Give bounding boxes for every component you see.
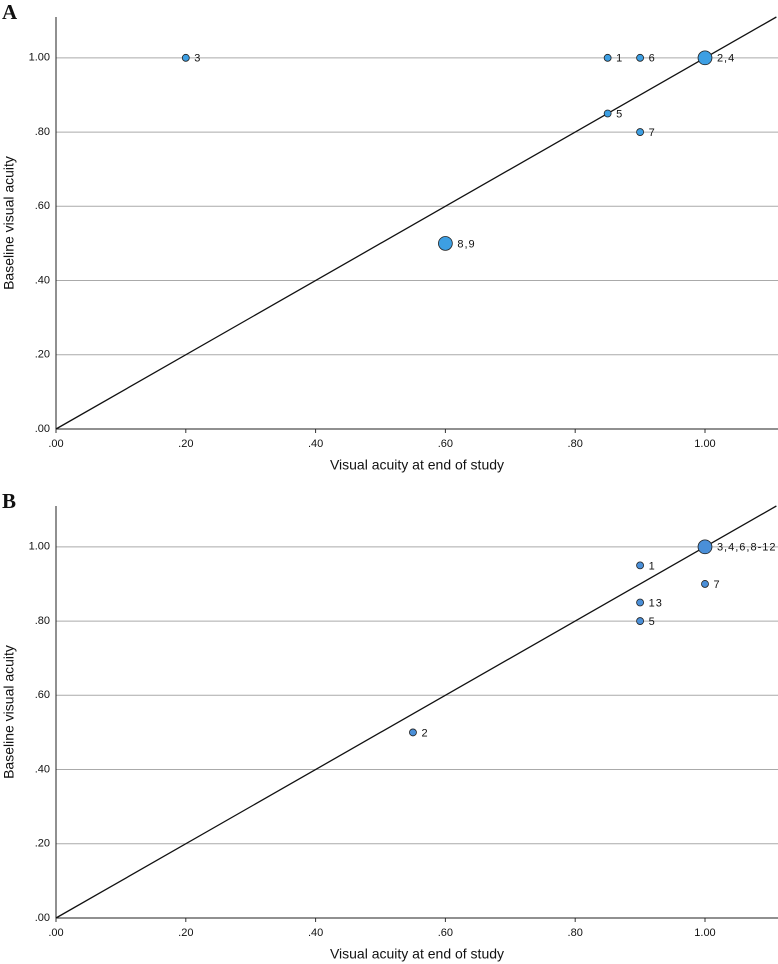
x-tick-label: 1.00: [694, 438, 715, 450]
point: [697, 50, 713, 66]
point-label: 13: [649, 597, 663, 609]
point-label: 6: [649, 53, 656, 65]
x-tick-label: .00: [48, 438, 63, 450]
point-label: 7: [713, 579, 720, 591]
point-label: 3: [194, 53, 201, 65]
point: [636, 598, 644, 607]
x-tick-label: .60: [438, 927, 453, 939]
y-tick-label: 1.00: [29, 52, 50, 64]
y-tick-label: .40: [35, 763, 50, 775]
y-axis-title: Baseline visual acuity: [1, 156, 17, 290]
point-label: 8,9: [457, 238, 475, 250]
point: [438, 236, 453, 251]
point: [636, 128, 644, 136]
x-tick-label: .80: [568, 438, 583, 450]
point: [636, 617, 644, 625]
point-label: 1: [616, 53, 623, 65]
y-tick-label: .00: [35, 912, 50, 924]
point-label: 2: [421, 727, 428, 739]
x-tick-label: .80: [568, 927, 583, 939]
point-label: 2,4: [717, 53, 735, 65]
point-label: 5: [649, 616, 656, 628]
x-axis-title: Visual acuity at end of study: [330, 457, 504, 473]
point: [181, 53, 190, 62]
reference-line: [55, 505, 777, 919]
point: [409, 728, 417, 737]
y-tick-label: .80: [35, 126, 50, 138]
y-tick-label: .80: [35, 615, 50, 627]
point: [603, 109, 612, 118]
x-axis-title: Visual acuity at end of study: [330, 946, 504, 962]
x-tick-label: .00: [48, 927, 63, 939]
y-axis-title: Baseline visual acuity: [1, 645, 17, 779]
point-label: 3,4,6,8-12: [717, 542, 777, 554]
point: [701, 580, 709, 588]
panel-label: A: [2, 0, 18, 24]
point: [636, 561, 644, 570]
point: [603, 53, 612, 62]
x-tick-label: 1.00: [694, 927, 715, 939]
y-tick-label: .60: [35, 200, 50, 212]
panel-label: B: [2, 489, 16, 513]
x-tick-label: .40: [308, 438, 323, 450]
point: [697, 539, 713, 555]
point-label: 5: [616, 108, 623, 120]
x-tick-label: .20: [178, 927, 193, 939]
y-tick-label: .40: [35, 274, 50, 286]
point-label: 7: [649, 127, 656, 139]
x-tick-label: .60: [438, 438, 453, 450]
x-tick-label: .40: [308, 927, 323, 939]
point-label: 1: [649, 560, 656, 572]
y-tick-label: .60: [35, 689, 50, 701]
y-tick-label: .20: [35, 349, 50, 361]
y-tick-label: 1.00: [29, 541, 50, 553]
x-tick-label: .20: [178, 438, 193, 450]
y-tick-label: .00: [35, 423, 50, 435]
point: [636, 53, 644, 62]
reference-line: [55, 16, 777, 430]
y-tick-label: .20: [35, 838, 50, 850]
